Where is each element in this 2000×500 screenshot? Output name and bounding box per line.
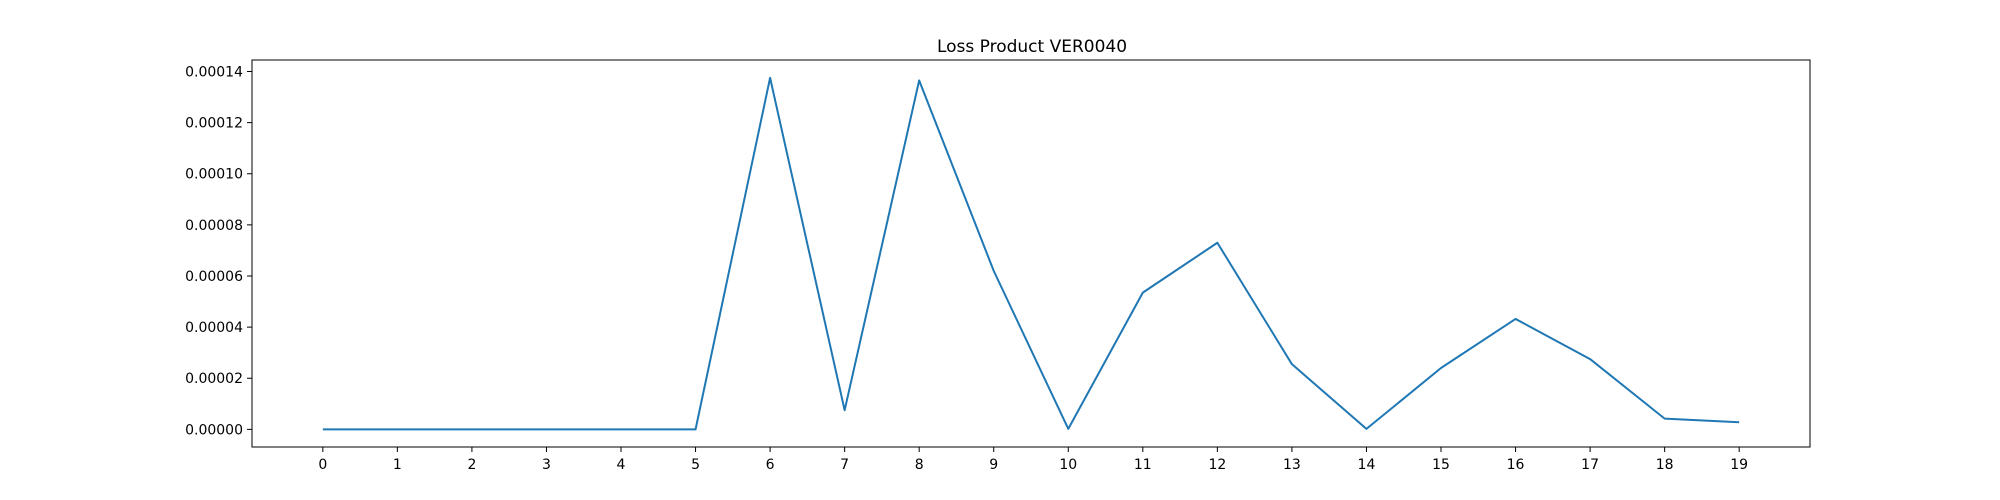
- x-tick-label: 18: [1656, 457, 1674, 473]
- x-tick-label: 10: [1059, 457, 1077, 473]
- x-tick-label: 12: [1208, 457, 1226, 473]
- x-tick-label: 9: [989, 457, 998, 473]
- x-tick-label: 11: [1134, 457, 1152, 473]
- x-tick-label: 19: [1730, 457, 1748, 473]
- x-tick-label: 0: [318, 457, 327, 473]
- y-tick-label: 0.00012: [185, 116, 243, 132]
- y-tick-label: 0.00000: [185, 422, 243, 438]
- y-tick-label: 0.00004: [185, 320, 243, 336]
- y-tick-label: 0.00002: [185, 371, 243, 387]
- x-tick-label: 1: [393, 457, 402, 473]
- x-axis: 0 1 2 3 4 5 6 7 8 9 10 11 12 13 14 15 16 17 18 19: [318, 447, 1748, 473]
- y-axis: 0.00000 0.00002 0.00004 0.00006 0.00008 0.000…: [185, 65, 252, 438]
- y-tick-label: 0.00010: [185, 167, 243, 183]
- x-tick-label: 7: [840, 457, 849, 473]
- x-tick-label: 8: [915, 457, 924, 473]
- x-tick-label: 5: [691, 457, 700, 473]
- y-tick-label: 0.00006: [185, 269, 243, 285]
- series-layer: [322, 76, 1740, 431]
- x-tick-label: 2: [467, 457, 476, 473]
- axes-frame: [251, 59, 1811, 448]
- y-tick-label: 0.00008: [185, 218, 243, 234]
- x-tick-label: 3: [542, 457, 551, 473]
- y-tick-label: 0.00014: [185, 65, 243, 81]
- series-line: [322, 76, 1740, 431]
- x-tick-label: 6: [766, 457, 775, 473]
- x-tick-label: 14: [1358, 457, 1376, 473]
- x-tick-label: 16: [1507, 457, 1525, 473]
- x-tick-label: 15: [1432, 457, 1450, 473]
- x-tick-label: 4: [617, 457, 626, 473]
- x-tick-label: 13: [1283, 457, 1301, 473]
- x-tick-label: 17: [1581, 457, 1599, 473]
- chart-title: Loss Product VER0040: [937, 37, 1127, 57]
